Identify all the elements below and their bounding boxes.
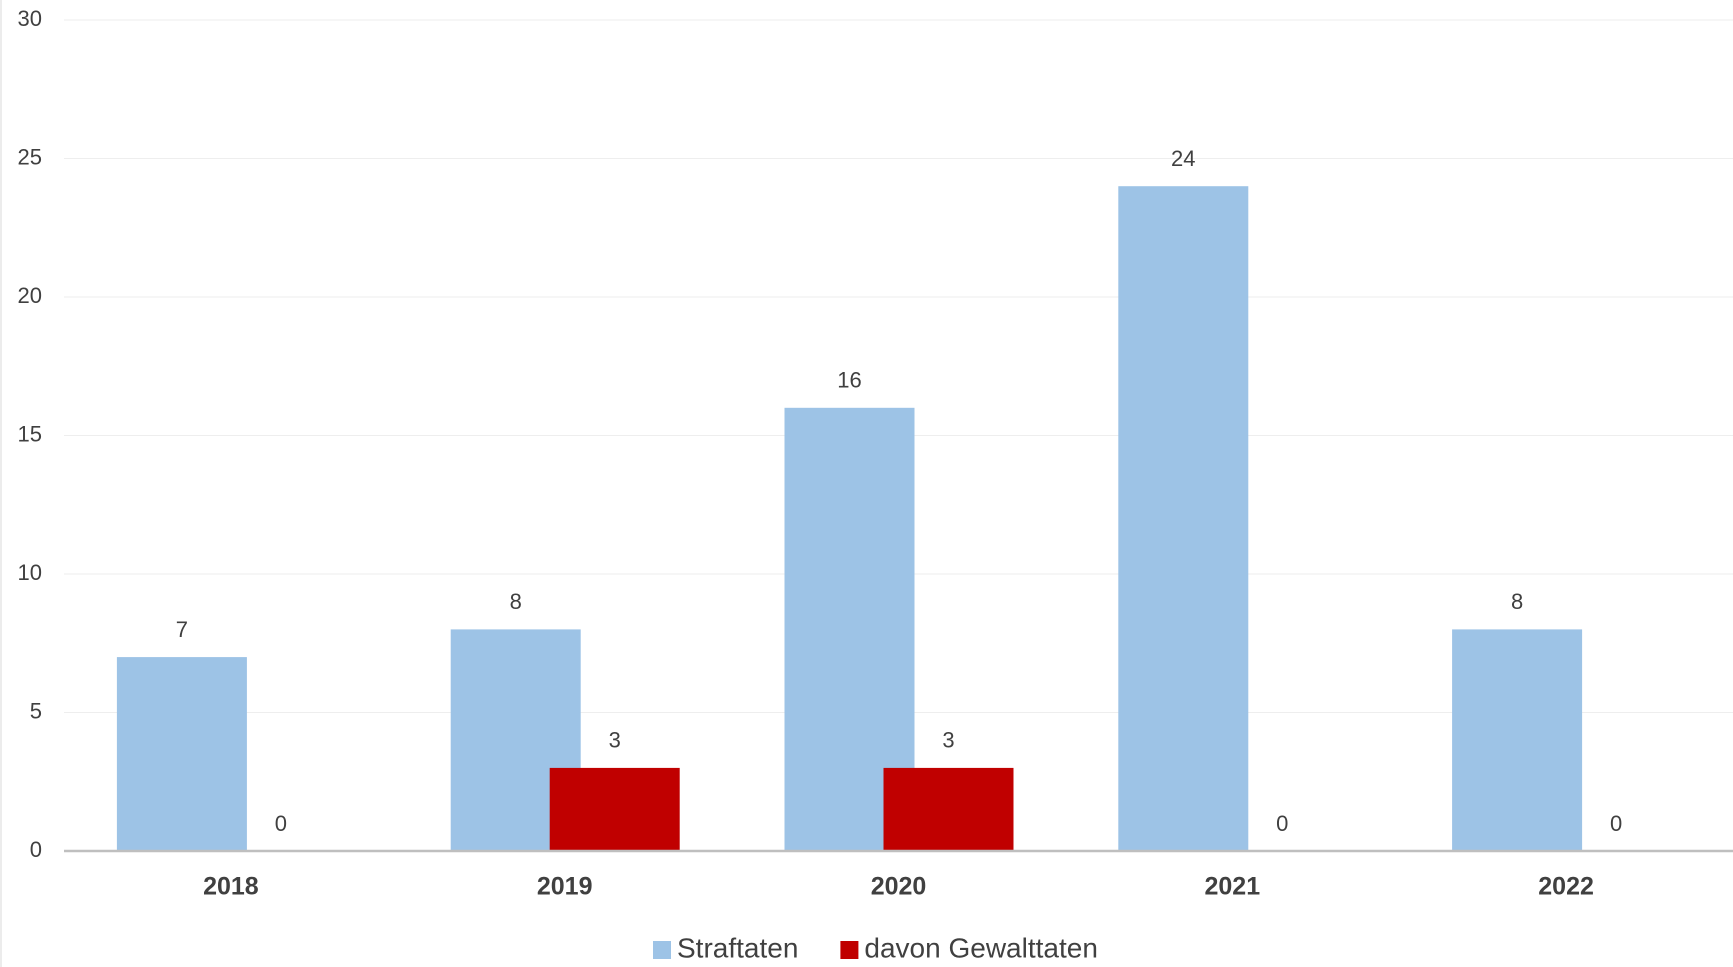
y-tick-label: 10 <box>18 560 42 585</box>
x-tick-label: 2020 <box>871 873 927 901</box>
y-tick-label: 0 <box>30 837 42 862</box>
data-label: 7 <box>176 617 188 642</box>
bar <box>1452 629 1583 851</box>
legend-swatch <box>840 941 859 959</box>
x-tick-label: 2022 <box>1538 873 1594 901</box>
data-label: 8 <box>1511 589 1523 614</box>
data-label: 24 <box>1171 146 1195 171</box>
y-tick-label: 25 <box>18 144 42 169</box>
x-tick-label: 2021 <box>1204 873 1260 901</box>
y-tick-label: 30 <box>18 6 42 31</box>
legend-swatch <box>653 941 671 959</box>
data-label: 8 <box>510 589 522 614</box>
bar <box>883 767 1014 851</box>
bar <box>116 657 247 851</box>
y-tick-label: 15 <box>18 421 42 446</box>
x-tick-label: 2019 <box>537 873 593 901</box>
bar <box>1118 186 1249 851</box>
y-tick-label: 5 <box>30 698 42 723</box>
legend-label: davon Gewalttaten <box>864 932 1098 963</box>
legend-label: Straftaten <box>677 932 798 963</box>
y-tick-label: 20 <box>18 283 42 308</box>
data-label: 16 <box>837 368 861 393</box>
bar <box>549 767 680 851</box>
data-label: 3 <box>609 728 621 753</box>
data-label: 3 <box>942 728 954 753</box>
data-label: 0 <box>1276 811 1288 836</box>
x-tick-label: 2018 <box>203 873 259 901</box>
data-label: 0 <box>275 811 287 836</box>
data-label: 0 <box>1610 811 1622 836</box>
